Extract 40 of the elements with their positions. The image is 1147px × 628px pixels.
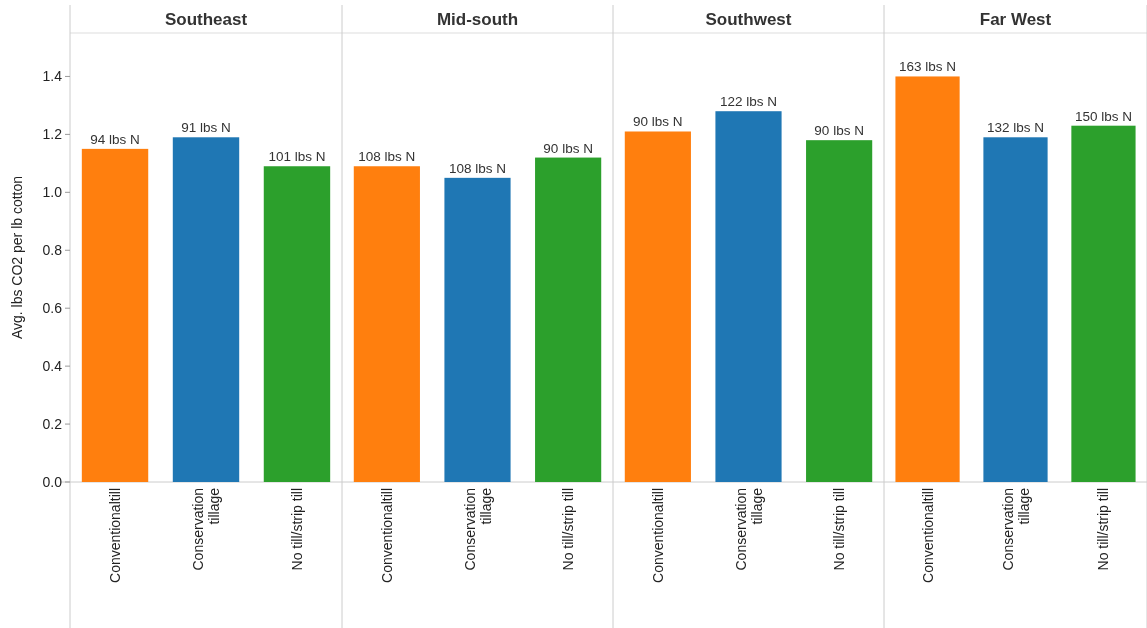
x-tick-label: Conventionaltill — [649, 488, 666, 583]
x-tick-label: Conventionaltill — [919, 488, 936, 583]
y-tick-label: 0.4 — [42, 358, 63, 375]
x-tick-label: Conservation tillage — [190, 487, 222, 571]
y-tick-label: 0.8 — [42, 242, 63, 259]
y-tick-label: 0.0 — [42, 473, 63, 490]
x-tick-label: Conservation tillage — [732, 487, 765, 571]
x-tick-label: Conventionaltill — [378, 488, 395, 583]
annotation: 101 lbs N — [268, 149, 326, 165]
y-tick-label: 1.4 — [42, 68, 63, 85]
annotation: 94 lbs N — [90, 131, 140, 147]
annotation: 150 lbs N — [1074, 108, 1132, 124]
bar — [81, 148, 149, 482]
annotation: 91 lbs N — [181, 120, 231, 136]
annotation: 90 lbs N — [543, 140, 593, 156]
annotation: 108 lbs N — [448, 160, 507, 176]
x-tick-label: No till/strip till — [1095, 488, 1112, 571]
annotation: 132 lbs N — [986, 120, 1045, 136]
y-tick-label: 0.6 — [42, 300, 63, 317]
y-axis-title: Avg. lbs CO2 per lb cotton — [9, 175, 25, 340]
x-tick-label: No till/strip till — [560, 488, 577, 571]
annotation: 90 lbs N — [814, 123, 864, 139]
x-tick-label: No till/strip till — [831, 488, 848, 571]
bar — [172, 137, 240, 482]
chart-title: Mid-south — [436, 10, 519, 29]
x-tick-label: Conservation tillage — [461, 487, 494, 571]
y-tick-label: 1.2 — [42, 126, 63, 143]
annotation: 90 lbs N — [633, 114, 683, 130]
chart-title: Southwest — [705, 10, 792, 29]
chart-title: Southeast — [164, 10, 248, 29]
y-tick-label: 0.2 — [42, 415, 63, 432]
x-tick-label: Conventionaltill — [107, 488, 124, 583]
x-tick-label: No till/strip till — [288, 488, 305, 571]
annotation: 108 lbs N — [358, 149, 416, 165]
annotation: 122 lbs N — [719, 94, 778, 110]
annotation: 163 lbs N — [899, 59, 957, 75]
y-tick-label: 1.0 — [42, 184, 63, 201]
x-tick-label: Conservation tillage — [999, 487, 1032, 571]
bar — [263, 166, 331, 482]
chart-title: Far West — [979, 10, 1052, 29]
